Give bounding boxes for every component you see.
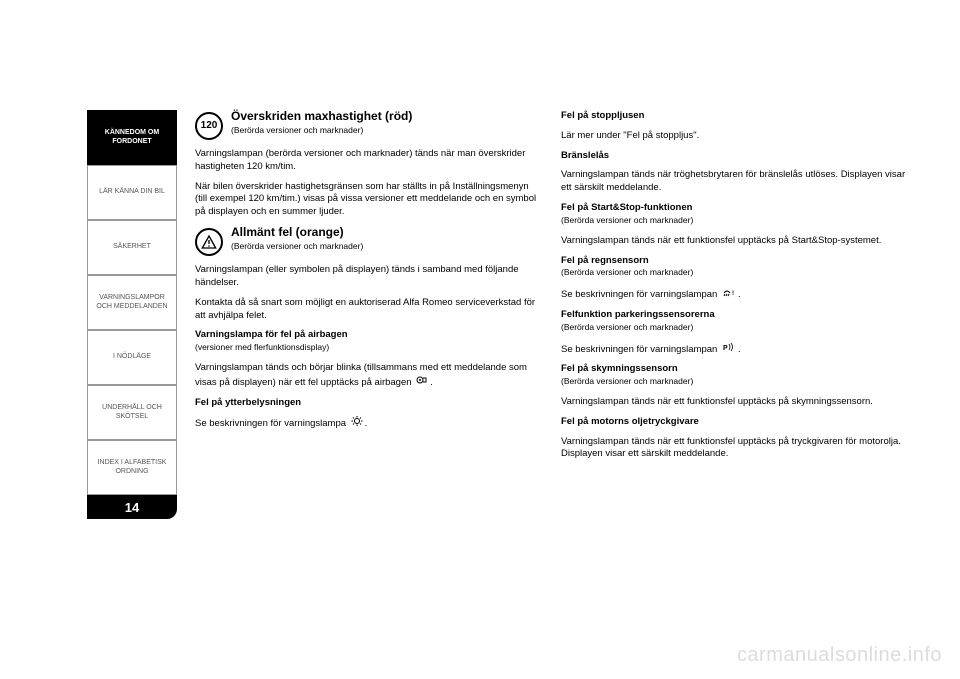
parking-text: Se beskrivningen för varningslampan	[561, 343, 717, 354]
tab-underhall: UNDERHÅLL OCH SKÖTSEL	[87, 385, 177, 440]
page-number: 14	[87, 495, 177, 519]
dusk-section: Fel på skymningssensorn (Berörda version…	[561, 363, 907, 389]
tab-lar-kanna: LÄR KÄNNA DIN BIL	[87, 165, 177, 220]
content-area: 120 Överskriden maxhastighet (röd) (Berö…	[177, 110, 907, 519]
general-fault-title: Allmänt fel (orange)	[231, 226, 541, 239]
startstop-p: Varningslampan tänds när ett funktionsfe…	[561, 235, 907, 248]
overspeed-subtitle: (Berörda versioner och marknader)	[231, 125, 541, 136]
exterior-light-after: .	[365, 418, 368, 429]
parking-sensor-icon: P	[722, 342, 736, 357]
sidebar-tabs: KÄNNEDOM OM FORDONET LÄR KÄNNA DIN BIL S…	[87, 110, 177, 519]
svg-text:!: !	[732, 291, 734, 297]
column-left: 120 Överskriden maxhastighet (röd) (Berö…	[195, 110, 541, 519]
tab-nodlage: I NÖDLÄGE	[87, 330, 177, 385]
exterior-light-text: Se beskrivningen för varningslampa	[195, 418, 346, 429]
parking-para: Se beskrivningen för varningslampan P .	[561, 342, 907, 357]
overspeed-p2: När bilen överskrider hastighetsgränsen …	[195, 181, 541, 219]
rain-section: Fel på regnsensorn (Berörda versioner oc…	[561, 255, 907, 281]
rain-text: Se beskrivningen för varningslampan	[561, 289, 717, 300]
bulb-icon	[351, 416, 363, 431]
warning-triangle-icon	[195, 228, 223, 256]
parking-after: .	[738, 343, 741, 354]
tab-varningslampor: VARNINGSLAMPOR OCH MEDDELANDEN	[87, 275, 177, 330]
rain-sensor-icon: !	[722, 287, 736, 302]
overspeed-p1: Varningslampan (berörda versioner och ma…	[195, 148, 541, 174]
airbag-icon	[416, 375, 428, 390]
stoplight-p: Lär mer under "Fel på stoppljus".	[561, 130, 907, 143]
dusk-heading: Fel på skymningssensorn	[561, 363, 678, 374]
airbag-text: Varningslampan tänds och börjar blinka (…	[195, 362, 527, 388]
column-right: Fel på stoppljusen Lär mer under "Fel på…	[561, 110, 907, 519]
dusk-p: Varningslampan tänds när ett funktionsfe…	[561, 396, 907, 409]
general-fault-p1: Varningslampan (eller symbolen på displa…	[195, 264, 541, 290]
airbag-after: .	[430, 377, 433, 388]
stoplight-heading: Fel på stoppljusen	[561, 110, 907, 123]
startstop-section: Fel på Start&Stop-funktionen (Berörda ve…	[561, 202, 907, 228]
general-fault-head: Allmänt fel (orange) (Berörda versioner …	[231, 226, 541, 253]
airbag-section: Varningslampa för fel på airbagen (versi…	[195, 329, 541, 355]
parking-section: Felfunktion parkeringssensorerna (Berörd…	[561, 309, 907, 335]
watermark-text: carmanualsonline.info	[737, 644, 942, 667]
general-fault-subtitle: (Berörda versioner och marknader)	[231, 241, 541, 252]
manual-page: KÄNNEDOM OM FORDONET LÄR KÄNNA DIN BIL S…	[87, 110, 907, 519]
rain-after: .	[738, 289, 741, 300]
overspeed-head: Överskriden maxhastighet (röd) (Berörda …	[231, 110, 541, 137]
section-overspeed: 120 Överskriden maxhastighet (röd) (Berö…	[195, 110, 541, 140]
airbag-sub: (versioner med flerfunktionsdisplay)	[195, 342, 329, 352]
section-general-fault: Allmänt fel (orange) (Berörda versioner …	[195, 226, 541, 256]
parking-heading: Felfunktion parkeringssensorerna	[561, 309, 715, 320]
rain-para: Se beskrivningen för varningslampan ! .	[561, 287, 907, 302]
fuel-lock-heading: Bränslelås	[561, 150, 907, 163]
general-fault-p2: Kontakta då så snart som möjligt en aukt…	[195, 297, 541, 323]
dusk-sub: (Berörda versioner och marknader)	[561, 376, 693, 386]
tab-kannedom: KÄNNEDOM OM FORDONET	[87, 110, 177, 165]
oil-heading: Fel på motorns oljetryckgivare	[561, 416, 907, 429]
rain-heading: Fel på regnsensorn	[561, 255, 649, 266]
overspeed-title: Överskriden maxhastighet (röd)	[231, 110, 541, 123]
tab-index: INDEX I ALFABETISK ORDNING	[87, 440, 177, 495]
fuel-lock-p: Varningslampan tänds när tröghetsbrytare…	[561, 169, 907, 195]
exterior-light-para: Se beskrivningen för varningslampa .	[195, 416, 541, 431]
tab-sakerhet: SÄKERHET	[87, 220, 177, 275]
airbag-heading: Varningslampa för fel på airbagen	[195, 329, 348, 340]
startstop-sub: (Berörda versioner och marknader)	[561, 215, 693, 225]
exterior-light-heading: Fel på ytterbelysningen	[195, 397, 541, 410]
parking-sub: (Berörda versioner och marknader)	[561, 322, 693, 332]
rain-sub: (Berörda versioner och marknader)	[561, 267, 693, 277]
airbag-para: Varningslampan tänds och börjar blinka (…	[195, 362, 541, 390]
startstop-heading: Fel på Start&Stop-funktionen	[561, 202, 692, 213]
speed-120-icon: 120	[195, 112, 223, 140]
svg-text:P: P	[723, 345, 728, 352]
oil-p: Varningslampan tänds när ett funktionsfe…	[561, 436, 907, 462]
